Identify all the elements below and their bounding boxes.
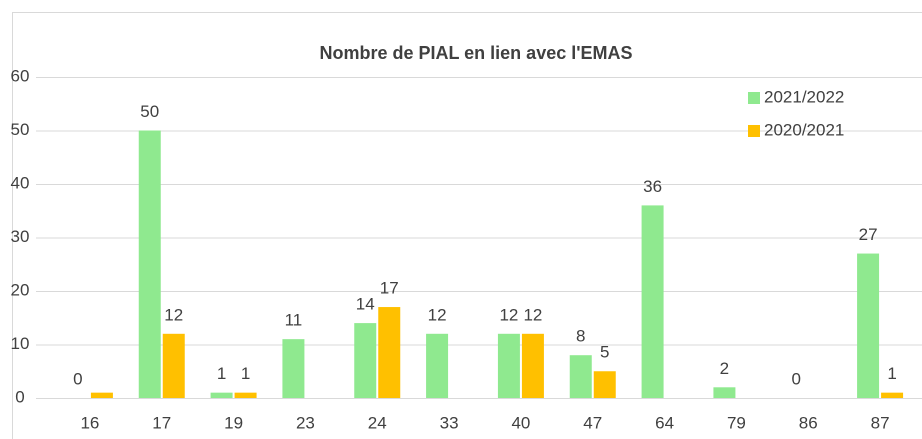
y-tick-label: 40: [11, 173, 30, 192]
value-label: 11: [285, 311, 303, 330]
value-label: 1: [217, 364, 226, 383]
bar: [282, 339, 305, 398]
chart-title: Nombre de PIAL en lien avec l'EMAS: [319, 43, 632, 63]
bar: [881, 392, 904, 398]
value-label: 1: [241, 364, 250, 383]
bar: [426, 333, 449, 398]
value-label: 12: [164, 305, 183, 324]
value-label: 12: [499, 305, 518, 324]
x-tick-label: 16: [80, 413, 99, 432]
x-tick-label: 40: [511, 413, 530, 432]
value-label: 8: [576, 327, 585, 346]
bar: [162, 333, 185, 398]
y-tick-label: 50: [11, 120, 30, 139]
bar: [713, 387, 736, 398]
bar: [90, 392, 113, 398]
y-tick-label: 30: [11, 227, 30, 246]
x-tick-label: 47: [583, 413, 602, 432]
value-label: 1: [887, 364, 896, 383]
bar: [354, 323, 377, 398]
legend-swatch: [748, 125, 760, 137]
value-label: 50: [140, 102, 159, 121]
y-tick-label: 0: [15, 387, 24, 406]
x-tick-label: 79: [727, 413, 746, 432]
x-tick-label: 64: [655, 413, 674, 432]
y-tick-label: 20: [11, 280, 30, 299]
bar: [593, 371, 616, 398]
legend-label: 2021/2022: [764, 87, 844, 106]
bar: [641, 205, 664, 398]
bar: [378, 307, 401, 398]
value-label: 17: [380, 279, 399, 298]
legend-label: 2020/2021: [764, 120, 844, 139]
value-label: 2: [720, 359, 729, 378]
legend-swatch: [748, 92, 760, 104]
value-label: 12: [428, 305, 447, 324]
bar: [234, 392, 257, 398]
value-label: 14: [356, 295, 375, 314]
bar: [857, 253, 880, 398]
x-tick-label: 23: [296, 413, 315, 432]
x-tick-label: 86: [799, 413, 818, 432]
value-label: 0: [73, 369, 82, 388]
x-tick-label: 33: [440, 413, 459, 432]
bar: [210, 392, 233, 398]
bar: [569, 355, 592, 398]
x-tick-label: 24: [368, 413, 387, 432]
x-tick-label: 87: [871, 413, 890, 432]
value-label: 12: [523, 305, 542, 324]
y-tick-label: 10: [11, 334, 30, 353]
bar: [521, 333, 544, 398]
bar: [497, 333, 520, 398]
x-tick-label: 17: [152, 413, 171, 432]
value-label: 27: [859, 225, 878, 244]
value-label: 0: [792, 369, 801, 388]
value-label: 5: [600, 343, 609, 362]
y-tick-label: 60: [11, 66, 30, 85]
value-label: 36: [643, 177, 662, 196]
bar: [138, 130, 161, 398]
x-tick-label: 19: [224, 413, 243, 432]
